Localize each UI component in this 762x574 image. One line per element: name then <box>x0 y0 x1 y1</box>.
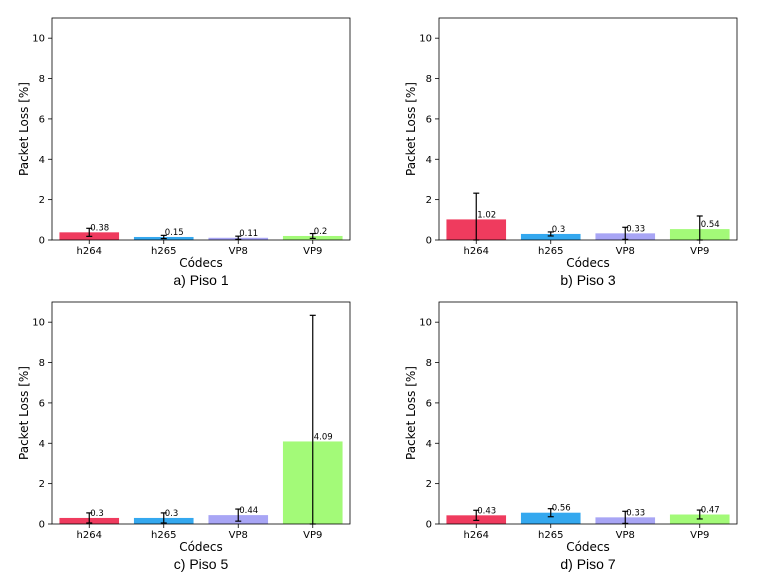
y-tick-label: 10 <box>419 34 432 45</box>
panel-caption: b) Piso 3 <box>560 272 615 288</box>
y-axis-label: Packet Loss [%] <box>404 82 418 176</box>
y-tick-label: 10 <box>32 34 45 45</box>
value-label: 0.11 <box>239 229 258 239</box>
plot-frame <box>51 301 351 525</box>
x-tick-label: VP9 <box>303 530 322 541</box>
value-label: 1.02 <box>477 210 496 220</box>
y-tick-label: 8 <box>39 358 45 369</box>
value-label: 0.44 <box>239 506 258 516</box>
x-tick-label: VP8 <box>229 530 248 541</box>
y-tick-label: 8 <box>39 74 45 85</box>
y-tick-label: 2 <box>39 479 45 490</box>
x-axis-label: Códecs <box>566 256 610 270</box>
y-tick-label: 0 <box>426 236 432 247</box>
y-tick-label: 6 <box>426 398 432 409</box>
y-tick-label: 0 <box>426 520 432 531</box>
x-tick-label: h264 <box>77 530 102 541</box>
x-tick-label: h264 <box>464 246 489 257</box>
panel-caption: d) Piso 7 <box>560 556 615 572</box>
panel-caption: c) Piso 5 <box>174 556 229 572</box>
y-tick-label: 10 <box>419 318 432 329</box>
plot-frame <box>438 301 738 525</box>
value-label: 0.3 <box>165 509 179 519</box>
y-tick-label: 10 <box>32 318 45 329</box>
x-axis-label: Códecs <box>566 540 610 554</box>
value-label: 0.38 <box>90 223 109 233</box>
panel-caption: a) Piso 1 <box>173 272 228 288</box>
x-tick-label: h265 <box>538 246 563 257</box>
y-axis-label: Packet Loss [%] <box>404 366 418 460</box>
y-tick-label: 4 <box>426 439 432 450</box>
value-label: 0.33 <box>626 224 645 234</box>
x-tick-label: VP9 <box>690 246 709 257</box>
bar-h265 <box>520 233 581 240</box>
y-tick-label: 6 <box>426 114 432 125</box>
x-tick-label: VP8 <box>229 246 248 257</box>
y-tick-label: 0 <box>39 520 45 531</box>
chart-panel-2: 1.02 0.3 0.33 0.54 0 2 4 6 8 10 h264 h265 VP8 VP9 Códe… <box>404 17 738 288</box>
x-axis-label: Códecs <box>179 540 223 554</box>
chart-panel-3: 0.3 0.3 0.44 4.09 0 2 4 6 8 10 h264 h265 VP8 VP9 Códec… <box>17 301 351 572</box>
x-tick-label: VP8 <box>616 246 635 257</box>
value-label: 0.54 <box>701 220 720 230</box>
value-label: 0.15 <box>165 228 184 238</box>
y-axis-label: Packet Loss [%] <box>17 82 31 176</box>
x-tick-label: VP8 <box>616 530 635 541</box>
plot-frame <box>51 17 351 241</box>
y-tick-label: 2 <box>426 479 432 490</box>
plot-frame <box>438 17 738 241</box>
value-label: 4.09 <box>314 432 333 442</box>
value-label: 0.3 <box>552 225 566 235</box>
y-axis-label: Packet Loss [%] <box>17 366 31 460</box>
y-tick-label: 8 <box>426 74 432 85</box>
chart-panel-4: 0.43 0.56 0.33 0.47 0 2 4 6 8 10 h264 h265 VP8 VP9 Cód… <box>404 301 738 572</box>
value-label: 0.2 <box>314 227 328 237</box>
y-tick-label: 6 <box>39 114 45 125</box>
x-tick-label: h265 <box>538 530 563 541</box>
y-tick-label: 4 <box>426 155 432 166</box>
x-tick-label: h265 <box>151 246 176 257</box>
y-tick-label: 2 <box>426 195 432 206</box>
y-tick-label: 6 <box>39 398 45 409</box>
value-label: 0.3 <box>90 509 104 519</box>
value-label: 0.43 <box>477 506 496 516</box>
x-tick-label: h265 <box>151 530 176 541</box>
value-label: 0.47 <box>701 506 720 516</box>
y-tick-label: 8 <box>426 358 432 369</box>
x-tick-label: VP9 <box>303 246 322 257</box>
y-tick-label: 4 <box>39 155 45 166</box>
x-tick-label: h264 <box>464 530 489 541</box>
value-label: 0.33 <box>626 508 645 518</box>
y-tick-label: 4 <box>39 439 45 450</box>
chart-panel-1: 0.38 0.15 0.11 0.2 0 2 4 6 8 10 h264 h265 VP8 VP9 Códe… <box>17 17 351 288</box>
x-tick-label: h264 <box>77 246 102 257</box>
x-tick-label: VP9 <box>690 530 709 541</box>
x-axis-label: Códecs <box>179 256 223 270</box>
y-tick-label: 2 <box>39 195 45 206</box>
value-label: 0.56 <box>552 504 571 514</box>
y-tick-label: 0 <box>39 236 45 247</box>
bar-h265 <box>520 512 581 524</box>
